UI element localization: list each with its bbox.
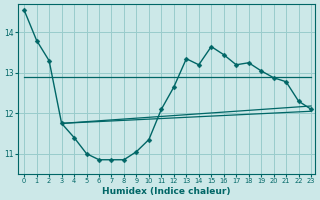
X-axis label: Humidex (Indice chaleur): Humidex (Indice chaleur) xyxy=(102,187,231,196)
